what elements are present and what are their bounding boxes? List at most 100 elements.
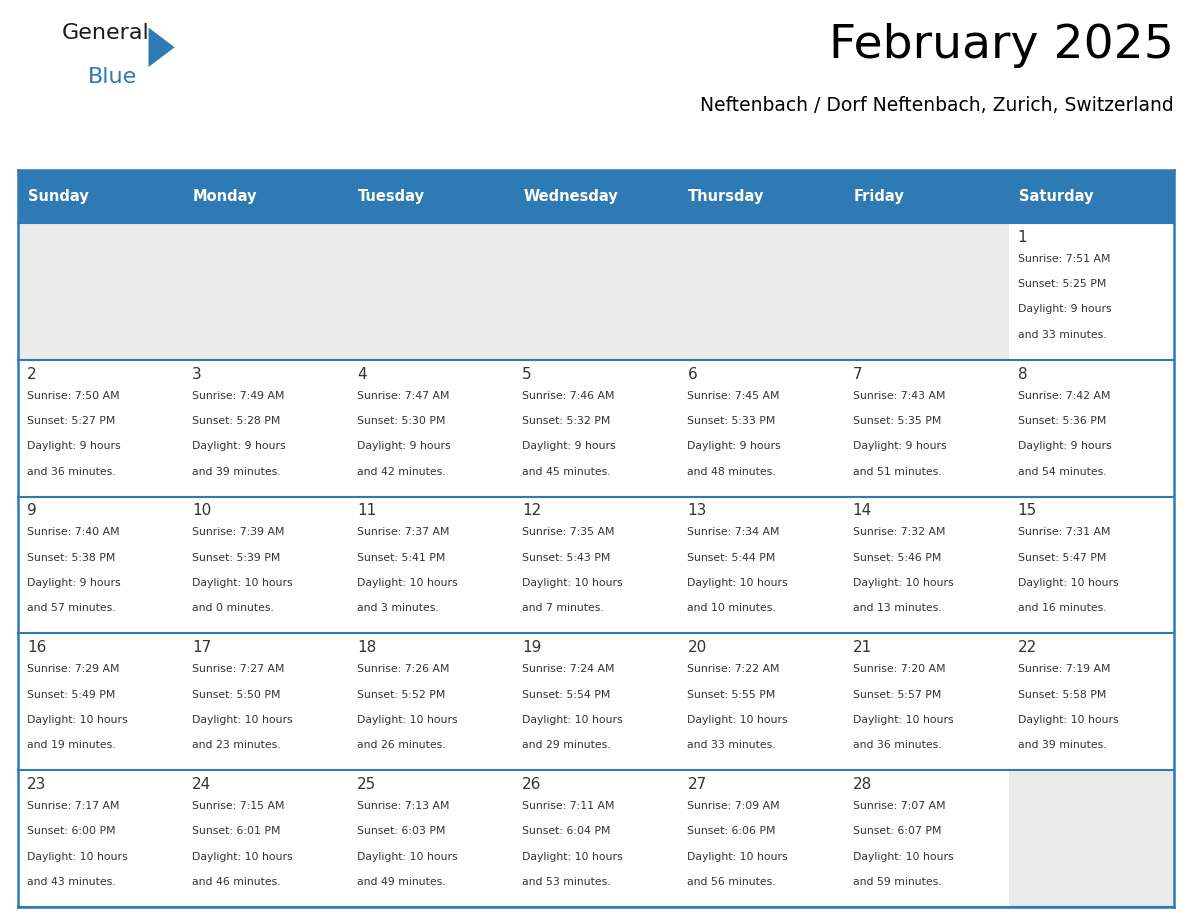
Text: 16: 16 bbox=[27, 640, 46, 655]
Bar bbox=[1009, 170, 1174, 223]
Text: Sunset: 5:27 PM: Sunset: 5:27 PM bbox=[27, 416, 115, 426]
Text: Daylight: 9 hours: Daylight: 9 hours bbox=[1018, 305, 1111, 315]
Bar bbox=[18, 223, 183, 360]
Text: Sunrise: 7:09 AM: Sunrise: 7:09 AM bbox=[688, 801, 781, 811]
Text: Sunrise: 7:51 AM: Sunrise: 7:51 AM bbox=[1018, 254, 1111, 263]
Text: 28: 28 bbox=[853, 777, 872, 792]
Text: 15: 15 bbox=[1018, 503, 1037, 519]
Text: Sunset: 6:03 PM: Sunset: 6:03 PM bbox=[358, 826, 446, 836]
Bar bbox=[513, 497, 678, 633]
Text: and 26 minutes.: and 26 minutes. bbox=[358, 740, 446, 750]
Text: 17: 17 bbox=[192, 640, 211, 655]
Text: Sunset: 5:44 PM: Sunset: 5:44 PM bbox=[688, 553, 776, 563]
Text: Sunset: 6:04 PM: Sunset: 6:04 PM bbox=[523, 826, 611, 836]
Bar bbox=[678, 223, 843, 360]
Text: Tuesday: Tuesday bbox=[358, 189, 425, 204]
Text: 23: 23 bbox=[27, 777, 46, 792]
Text: Sunrise: 7:46 AM: Sunrise: 7:46 AM bbox=[523, 391, 615, 400]
Text: Sunset: 5:25 PM: Sunset: 5:25 PM bbox=[1018, 279, 1106, 289]
Text: Sunrise: 7:27 AM: Sunrise: 7:27 AM bbox=[192, 665, 285, 674]
Text: Sunset: 5:43 PM: Sunset: 5:43 PM bbox=[523, 553, 611, 563]
Bar bbox=[18, 497, 183, 633]
Text: Sunset: 6:01 PM: Sunset: 6:01 PM bbox=[192, 826, 280, 836]
Text: and 57 minutes.: and 57 minutes. bbox=[27, 603, 115, 613]
Bar bbox=[18, 360, 183, 497]
Text: 11: 11 bbox=[358, 503, 377, 519]
Text: 21: 21 bbox=[853, 640, 872, 655]
Text: Sunset: 5:49 PM: Sunset: 5:49 PM bbox=[27, 689, 115, 700]
Text: Daylight: 9 hours: Daylight: 9 hours bbox=[27, 578, 120, 588]
Text: Sunrise: 7:26 AM: Sunrise: 7:26 AM bbox=[358, 665, 450, 674]
Text: Daylight: 9 hours: Daylight: 9 hours bbox=[1018, 442, 1111, 452]
Text: Sunrise: 7:34 AM: Sunrise: 7:34 AM bbox=[688, 528, 781, 537]
Text: 19: 19 bbox=[523, 640, 542, 655]
Text: 3: 3 bbox=[192, 366, 202, 382]
Text: Sunrise: 7:20 AM: Sunrise: 7:20 AM bbox=[853, 665, 946, 674]
Bar bbox=[513, 360, 678, 497]
Text: Sunrise: 7:43 AM: Sunrise: 7:43 AM bbox=[853, 391, 946, 400]
Bar bbox=[843, 360, 1009, 497]
Text: 24: 24 bbox=[192, 777, 211, 792]
Text: Sunset: 5:54 PM: Sunset: 5:54 PM bbox=[523, 689, 611, 700]
Text: and 7 minutes.: and 7 minutes. bbox=[523, 603, 604, 613]
Bar bbox=[18, 633, 183, 770]
Text: Sunrise: 7:40 AM: Sunrise: 7:40 AM bbox=[27, 528, 120, 537]
Bar bbox=[183, 633, 348, 770]
Bar bbox=[843, 223, 1009, 360]
Bar bbox=[678, 770, 843, 907]
Bar bbox=[843, 770, 1009, 907]
Text: Monday: Monday bbox=[192, 189, 258, 204]
Bar bbox=[513, 170, 678, 223]
Text: Daylight: 10 hours: Daylight: 10 hours bbox=[688, 852, 788, 862]
Text: and 10 minutes.: and 10 minutes. bbox=[688, 603, 776, 613]
Text: 1: 1 bbox=[1018, 230, 1028, 245]
Text: Sunrise: 7:47 AM: Sunrise: 7:47 AM bbox=[358, 391, 450, 400]
Text: Sunset: 5:52 PM: Sunset: 5:52 PM bbox=[358, 689, 446, 700]
Text: Sunset: 5:35 PM: Sunset: 5:35 PM bbox=[853, 416, 941, 426]
Text: 22: 22 bbox=[1018, 640, 1037, 655]
Text: Daylight: 10 hours: Daylight: 10 hours bbox=[358, 852, 457, 862]
Text: Sunrise: 7:29 AM: Sunrise: 7:29 AM bbox=[27, 665, 120, 674]
Text: Daylight: 9 hours: Daylight: 9 hours bbox=[27, 442, 120, 452]
Polygon shape bbox=[148, 28, 175, 67]
Text: Daylight: 10 hours: Daylight: 10 hours bbox=[853, 852, 953, 862]
Text: 7: 7 bbox=[853, 366, 862, 382]
Text: 5: 5 bbox=[523, 366, 532, 382]
Text: Sunrise: 7:35 AM: Sunrise: 7:35 AM bbox=[523, 528, 615, 537]
Bar bbox=[1009, 633, 1174, 770]
Text: and 39 minutes.: and 39 minutes. bbox=[1018, 740, 1106, 750]
Text: Sunrise: 7:39 AM: Sunrise: 7:39 AM bbox=[192, 528, 285, 537]
Text: Sunset: 5:57 PM: Sunset: 5:57 PM bbox=[853, 689, 941, 700]
Text: 8: 8 bbox=[1018, 366, 1028, 382]
Text: 25: 25 bbox=[358, 777, 377, 792]
Bar bbox=[348, 170, 513, 223]
Text: Daylight: 10 hours: Daylight: 10 hours bbox=[688, 715, 788, 725]
Text: Sunset: 5:32 PM: Sunset: 5:32 PM bbox=[523, 416, 611, 426]
Text: Daylight: 10 hours: Daylight: 10 hours bbox=[27, 715, 127, 725]
Text: Sunset: 5:55 PM: Sunset: 5:55 PM bbox=[688, 689, 776, 700]
Text: Daylight: 9 hours: Daylight: 9 hours bbox=[358, 442, 450, 452]
Text: Friday: Friday bbox=[853, 189, 904, 204]
Text: Sunset: 5:39 PM: Sunset: 5:39 PM bbox=[192, 553, 280, 563]
Text: Sunrise: 7:32 AM: Sunrise: 7:32 AM bbox=[853, 528, 946, 537]
Text: Sunset: 5:38 PM: Sunset: 5:38 PM bbox=[27, 553, 115, 563]
Bar bbox=[348, 770, 513, 907]
Text: and 51 minutes.: and 51 minutes. bbox=[853, 466, 941, 476]
Text: Sunrise: 7:49 AM: Sunrise: 7:49 AM bbox=[192, 391, 285, 400]
Bar bbox=[1009, 223, 1174, 360]
Bar bbox=[18, 170, 183, 223]
Text: Sunset: 5:30 PM: Sunset: 5:30 PM bbox=[358, 416, 446, 426]
Text: 12: 12 bbox=[523, 503, 542, 519]
Bar bbox=[183, 170, 348, 223]
Text: Sunset: 5:46 PM: Sunset: 5:46 PM bbox=[853, 553, 941, 563]
Bar bbox=[513, 770, 678, 907]
Bar bbox=[678, 170, 843, 223]
Text: Sunset: 6:06 PM: Sunset: 6:06 PM bbox=[688, 826, 776, 836]
Bar bbox=[183, 360, 348, 497]
Text: Sunday: Sunday bbox=[27, 189, 88, 204]
Text: and 23 minutes.: and 23 minutes. bbox=[192, 740, 280, 750]
Text: Sunset: 6:00 PM: Sunset: 6:00 PM bbox=[27, 826, 115, 836]
Text: and 53 minutes.: and 53 minutes. bbox=[523, 877, 611, 887]
Text: Sunrise: 7:13 AM: Sunrise: 7:13 AM bbox=[358, 801, 450, 811]
Text: Sunrise: 7:22 AM: Sunrise: 7:22 AM bbox=[688, 665, 781, 674]
